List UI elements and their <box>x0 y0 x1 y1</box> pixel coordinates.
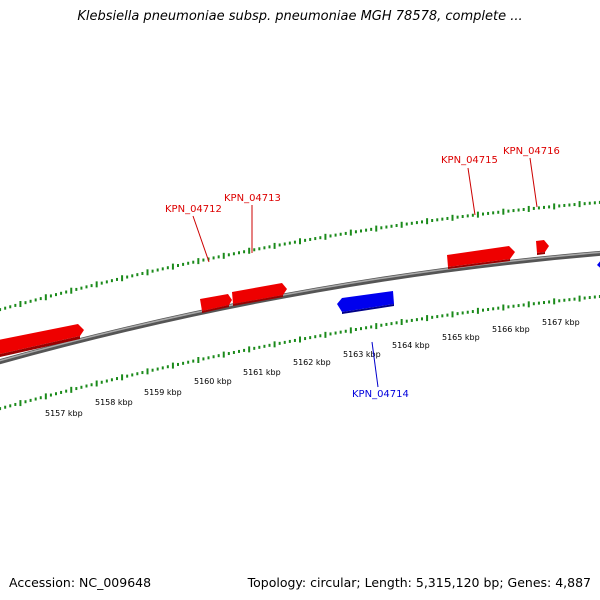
genome-backbone-highlight <box>0 251 600 362</box>
ruler-label: 5167 kbp <box>542 318 580 327</box>
ruler-label: 5165 kbp <box>442 333 480 342</box>
outer-tick-ring <box>0 200 600 312</box>
ruler-label: 5162 kbp <box>293 358 331 367</box>
gene-label-KPN_04713[interactable]: KPN_04713 <box>224 193 281 204</box>
gene-label-KPN_04712[interactable]: KPN_04712 <box>165 204 222 215</box>
ruler-label: 5160 kbp <box>194 377 232 386</box>
gene-label-KPN_04715[interactable]: KPN_04715 <box>441 155 498 166</box>
leader-line-KPN_04714 <box>371 341 379 388</box>
map-title: Klebsiella pneumoniae subsp. pneumoniae … <box>77 9 523 24</box>
genome-summary-text: Topology: circular; Length: 5,315,120 bp… <box>247 575 591 590</box>
ruler-label: 5161 kbp <box>243 368 281 377</box>
genome-backbone <box>0 250 600 365</box>
gene-arrow-left-edge[interactable] <box>0 324 84 357</box>
gene-label-KPN_04716[interactable]: KPN_04716 <box>503 146 560 157</box>
gene-arrow-KPN_04716[interactable] <box>536 240 549 255</box>
ruler-label: 5166 kbp <box>492 325 530 334</box>
gene-arrow-KPN_04714[interactable] <box>337 291 394 314</box>
gene-arrow-KPN_04712[interactable] <box>200 294 232 313</box>
leader-line-KPN_04712 <box>192 215 210 263</box>
leader-line-KPN_04716 <box>529 157 538 208</box>
leader-line-KPN_04715 <box>467 167 476 216</box>
gene-arrow-right-edge[interactable] <box>597 259 600 271</box>
gene-label-KPN_04714[interactable]: KPN_04714 <box>352 389 409 400</box>
ruler-label: 5164 kbp <box>392 341 430 350</box>
ruler-label: 5163 kbp <box>343 350 381 359</box>
ruler-labels: 5157 kbp 5158 kbp 5159 kbp 5160 kbp 5161 kbp… <box>45 318 580 418</box>
ruler-label: 5157 kbp <box>45 409 83 418</box>
gene-arrow-KPN_04713[interactable] <box>232 283 287 306</box>
ruler-label: 5158 kbp <box>95 398 133 407</box>
accession-text: Accession: NC_009648 <box>9 575 152 590</box>
gene-arrow-KPN_04715[interactable] <box>447 246 515 269</box>
inner-tick-ring <box>0 295 600 411</box>
ruler-label: 5159 kbp <box>144 388 182 397</box>
